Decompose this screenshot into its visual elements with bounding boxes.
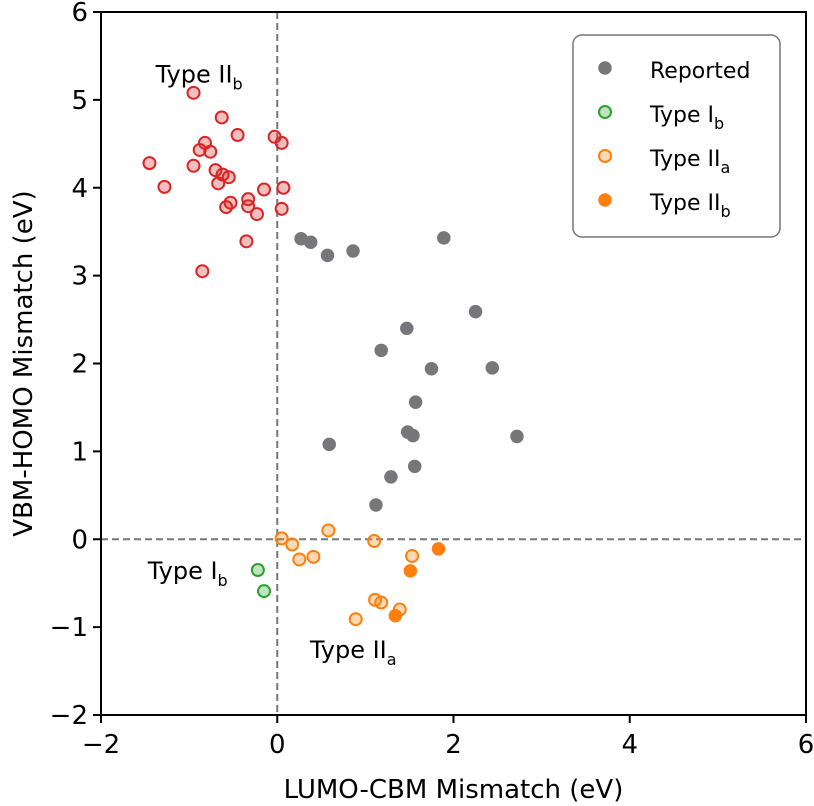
type_iia_filled-point (431, 542, 446, 556)
type_iib-point (186, 85, 201, 100)
type_iib-point (221, 170, 236, 185)
reported-point (408, 395, 423, 409)
y-tick-label: 0 (71, 525, 88, 555)
legend-label: Type IIa (649, 147, 730, 177)
type_iib-point (230, 128, 245, 143)
legend: Reported Type Ib Type IIa Type IIb (572, 34, 781, 238)
type_iia_filled-point (388, 608, 403, 623)
type_iia-point (285, 537, 300, 552)
type_iib-point (211, 176, 226, 191)
reported-point (346, 244, 360, 258)
type_iia-point (367, 534, 382, 549)
y-tick-label: 2 (71, 350, 88, 380)
x-tick-label: −2 (82, 730, 120, 760)
type_iib-point (219, 200, 234, 215)
x-tick-label: 2 (445, 730, 462, 760)
region-annotations: Type IIb Type Ib Type IIa (147, 60, 397, 669)
type_iia-point (306, 549, 321, 564)
reported-point (400, 321, 414, 336)
x-tick-label: 6 (798, 730, 814, 760)
y-tick-label: 6 (71, 0, 88, 28)
reported-point (374, 343, 388, 358)
reported-point (437, 231, 451, 245)
reported-point (407, 459, 422, 474)
type_iia-point (348, 612, 363, 627)
y-tick-label: 4 (71, 174, 88, 204)
x-axis-label: LUMO-CBM Mismatch (eV) (284, 775, 624, 805)
type_iib-point (276, 180, 291, 195)
reported-point (303, 235, 318, 249)
y-tick-label: 1 (71, 437, 88, 467)
type_iib-point (274, 135, 289, 150)
reference-lines (101, 12, 806, 715)
y-tick-label: −2 (50, 701, 88, 731)
type_iia_filled-point (403, 564, 418, 578)
legend-box (572, 34, 781, 238)
type_iib-point (239, 234, 254, 249)
type_iib-point (208, 163, 223, 178)
y-tick-label: −1 (50, 613, 88, 643)
type_iib-point (186, 158, 201, 173)
reported-point (485, 361, 500, 375)
type_iia-point (321, 523, 336, 538)
reported-point (468, 304, 483, 319)
type_ib-point (257, 584, 272, 599)
legend-marker (598, 193, 612, 207)
reported-point (406, 428, 420, 443)
y-tick-label: 5 (71, 86, 88, 116)
y-tick-label: 3 (71, 262, 88, 292)
type_iib-point (249, 207, 264, 222)
type_iia-point (405, 548, 420, 563)
legend-label: Reported (650, 59, 750, 84)
legend-label: Type Ib (649, 103, 724, 133)
type_iib-point (214, 110, 229, 125)
reported-point (424, 362, 439, 376)
type_iia-point (374, 595, 389, 610)
x-tick-label: 0 (269, 730, 286, 760)
legend-marker (598, 105, 612, 119)
reported-point (384, 470, 398, 484)
type_iib-point (195, 264, 210, 279)
reported-point (510, 429, 524, 444)
reported-point (322, 437, 336, 452)
type_iib-point (157, 179, 172, 194)
type_iib-point (257, 182, 272, 197)
region-label: Type IIa (309, 636, 397, 669)
region-label: Type Ib (147, 557, 228, 590)
legend-label: Type IIb (649, 191, 731, 221)
legend-marker (598, 61, 612, 75)
type_iia-point (274, 531, 289, 546)
legend-marker (598, 149, 612, 163)
y-axis-label: VBM-HOMO Mismatch (eV) (9, 190, 39, 536)
reported-point (369, 498, 383, 512)
type_iib-point (203, 144, 218, 159)
type_iib-point (274, 201, 289, 216)
type_iib-point (142, 156, 157, 171)
x-tick-label: 4 (621, 730, 638, 760)
type_ib-point (250, 563, 265, 578)
reported-point (320, 248, 335, 263)
region-label: Type IIb (155, 60, 243, 93)
type_iib-point (241, 199, 256, 214)
axis-ticks: −2 0 2 4 6 −2 −1 0 1 2 3 4 5 6 (50, 0, 814, 760)
type_iia-point (292, 552, 307, 567)
data-points (142, 85, 524, 627)
type_iib-point (192, 142, 207, 157)
